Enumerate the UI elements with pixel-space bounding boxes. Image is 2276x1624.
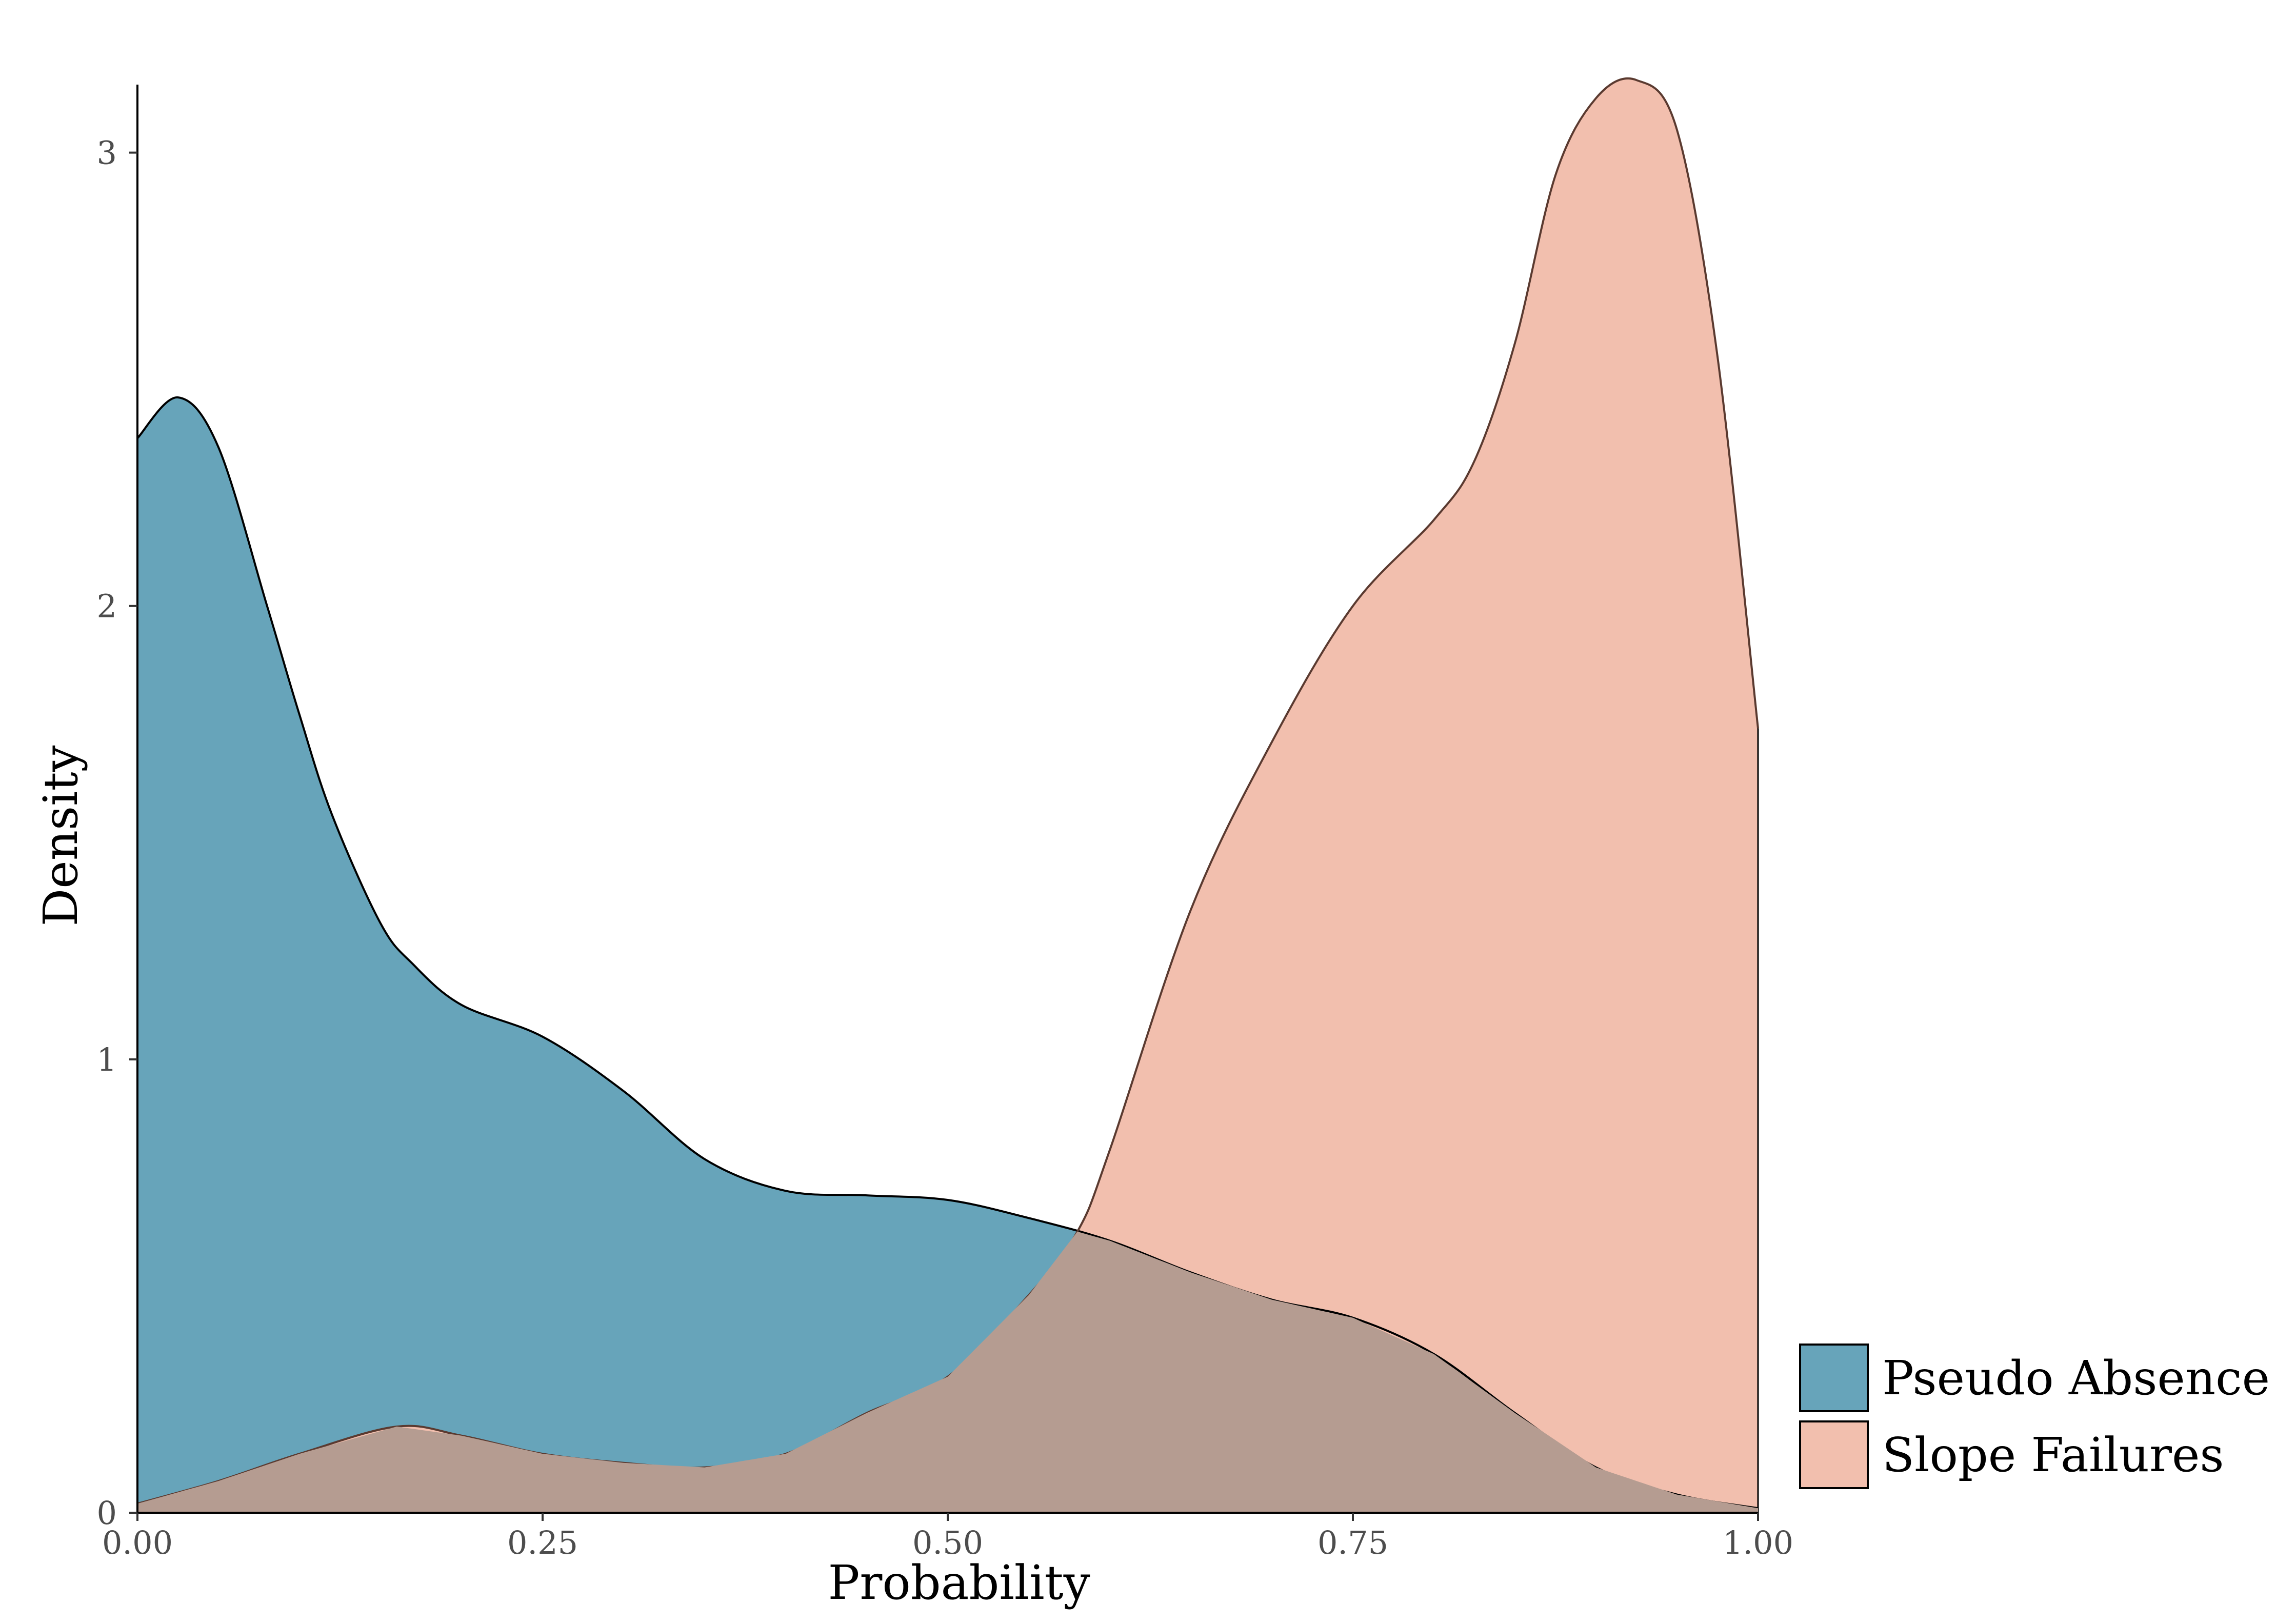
x-tick-label: 0.75 bbox=[1317, 1524, 1388, 1561]
x-tick-label: 1.00 bbox=[1723, 1524, 1793, 1561]
x-tick-label: 0.00 bbox=[102, 1524, 173, 1561]
legend: Pseudo Absence Slope Failures bbox=[1799, 1344, 2270, 1489]
y-tick-label: 0 bbox=[97, 1494, 117, 1532]
x-axis-title: Probability bbox=[828, 1555, 1090, 1610]
y-tick-label: 1 bbox=[97, 1041, 117, 1078]
x-tick-label: 0.50 bbox=[912, 1524, 983, 1561]
x-axis-ticks: 0.00 0.25 0.50 0.75 1.00 bbox=[102, 1513, 1793, 1561]
y-tick-label: 3 bbox=[97, 134, 117, 172]
legend-label-slope-failures: Slope Failures bbox=[1882, 1428, 2224, 1482]
area-slope-failures bbox=[137, 78, 1758, 1513]
y-axis-ticks: 0 1 2 3 bbox=[97, 134, 137, 1532]
density-areas bbox=[136, 77, 1759, 1513]
legend-key-pseudo-absence bbox=[1799, 1344, 1869, 1412]
y-axis-title: Density bbox=[33, 745, 88, 926]
area-pseudo-absence bbox=[137, 397, 1758, 1513]
legend-label-pseudo-absence: Pseudo Absence bbox=[1882, 1351, 2270, 1406]
y-tick-label: 2 bbox=[97, 588, 117, 625]
overlap-region bbox=[137, 1231, 1758, 1513]
legend-key-slope-failures bbox=[1799, 1420, 1869, 1489]
x-tick-label: 0.25 bbox=[507, 1524, 578, 1561]
area-overlap bbox=[137, 1231, 1758, 1513]
